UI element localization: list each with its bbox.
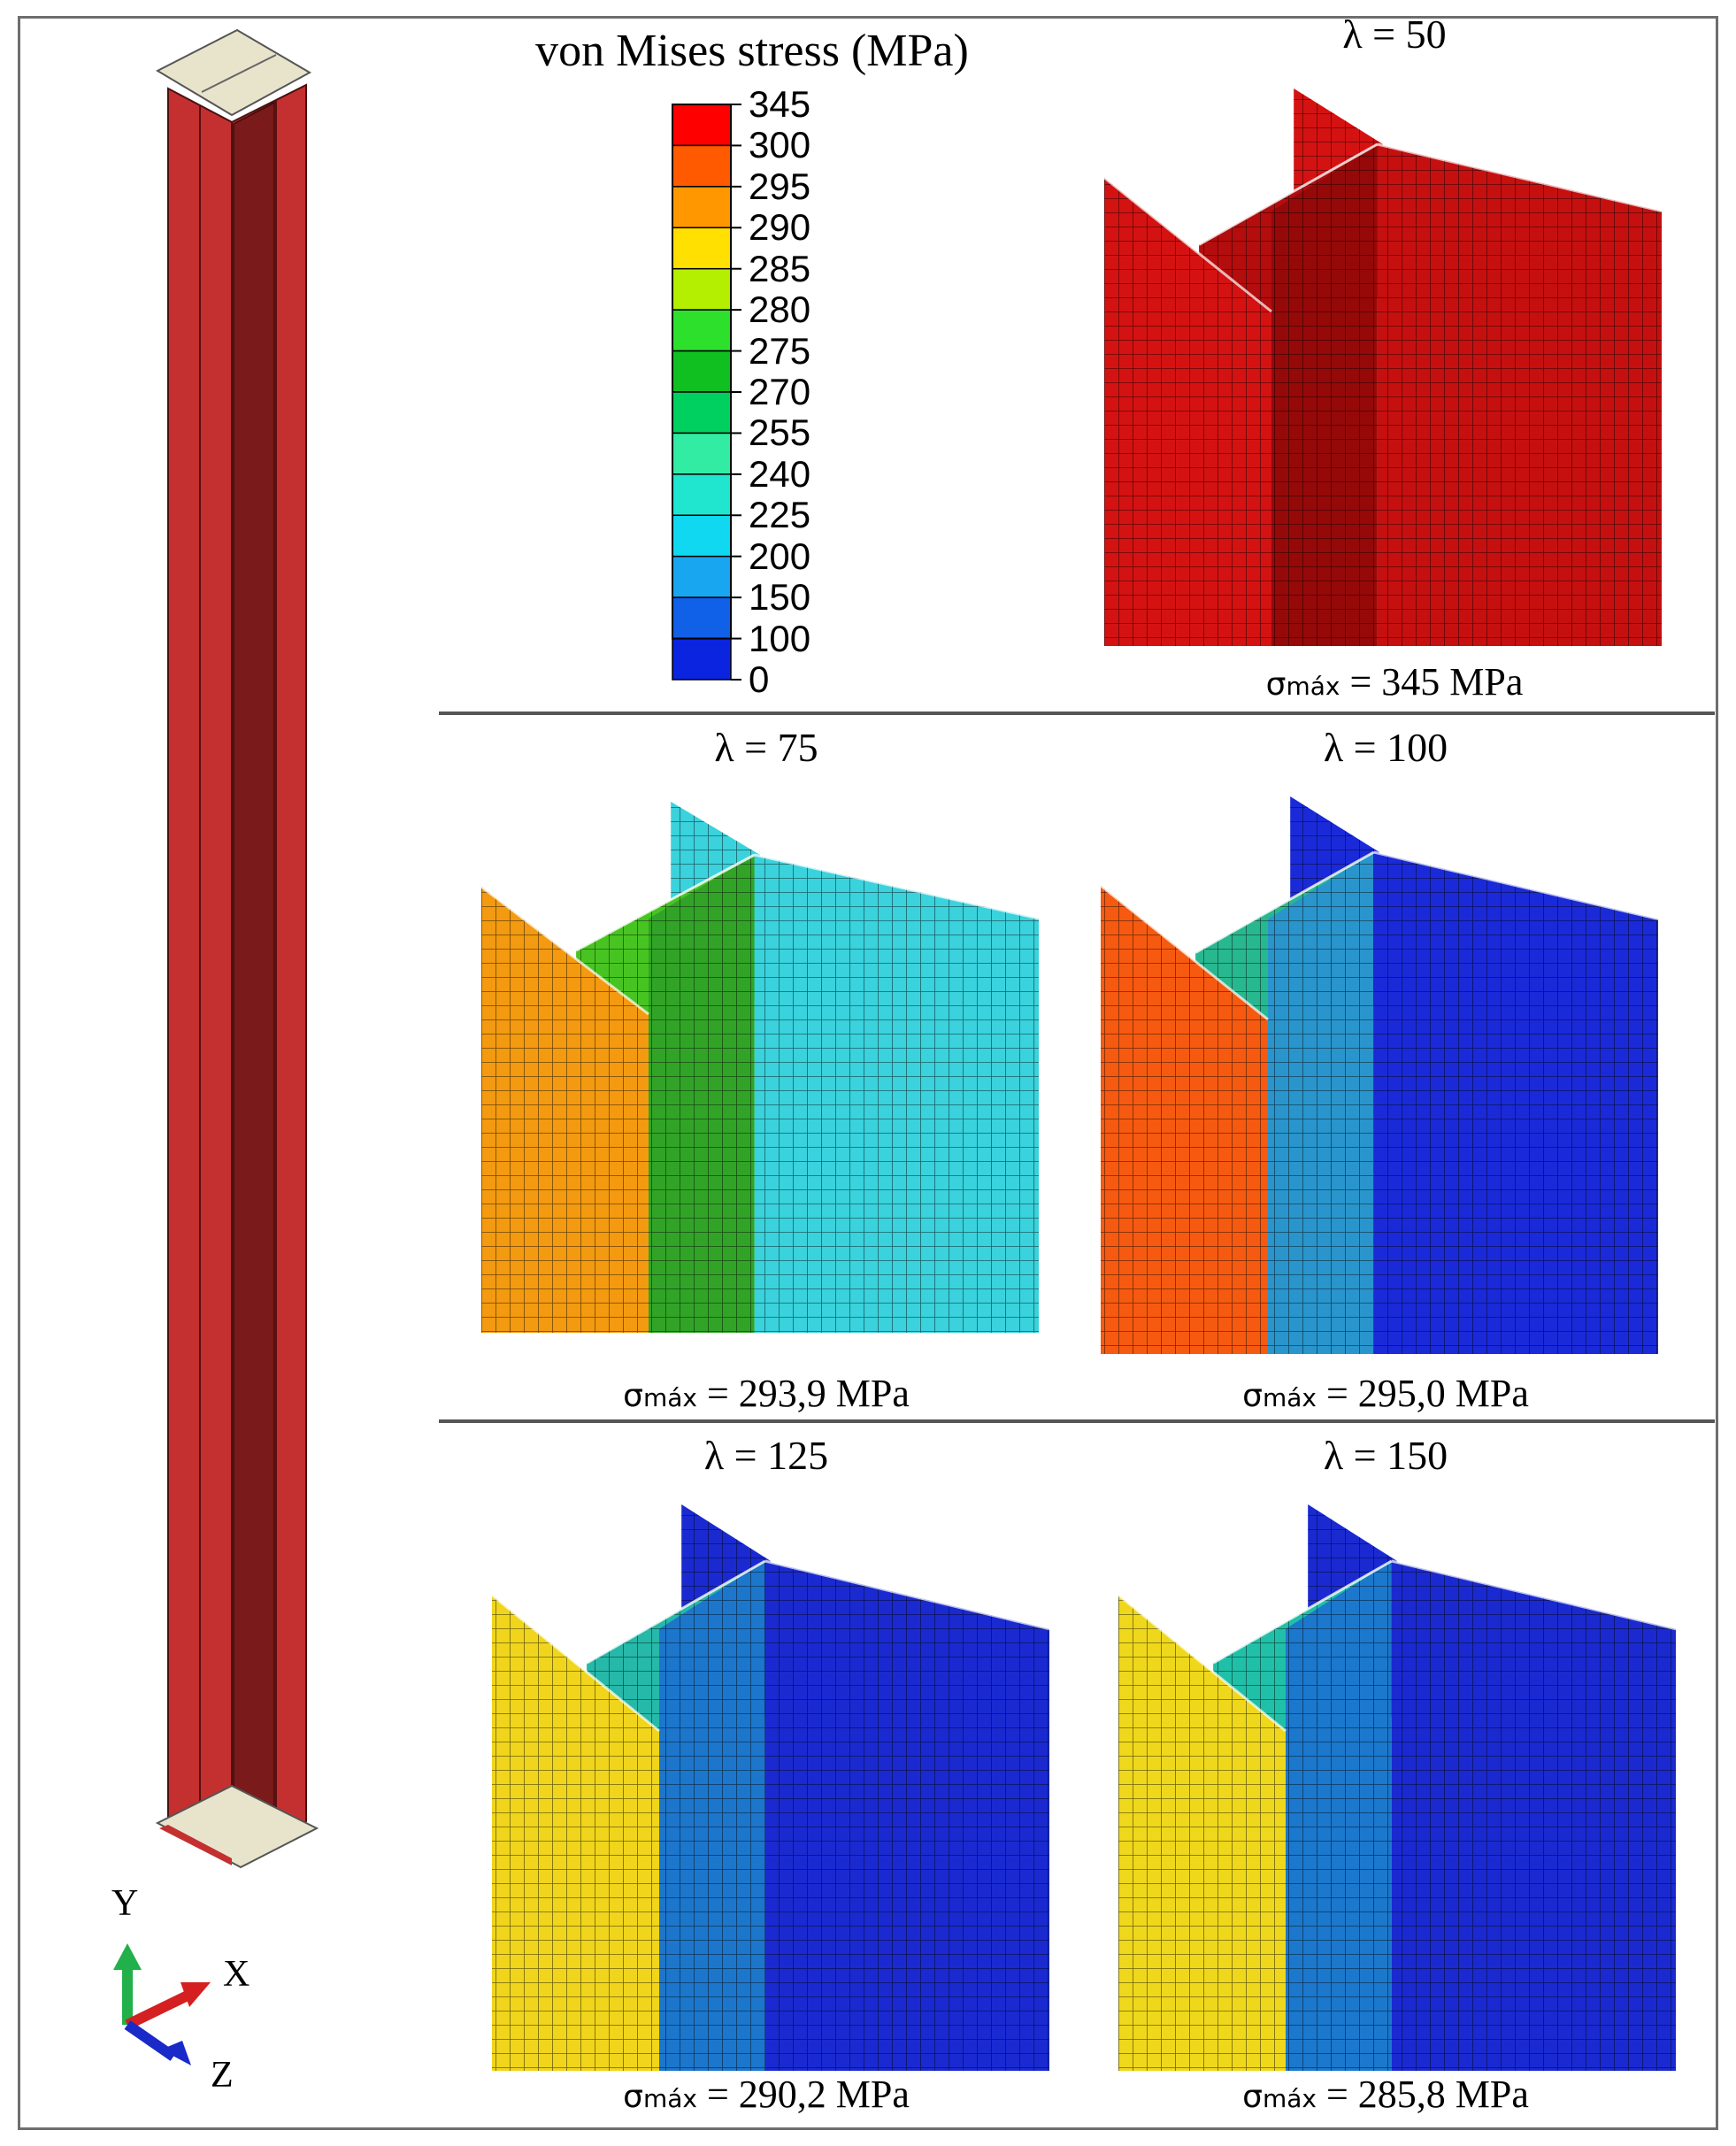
panel-max-stress-l75: σmáx = 293,9 MPa: [430, 1370, 1102, 1422]
legend-tick-label: 240: [749, 452, 811, 495]
sigma-value: = 290,2 MPa: [696, 2073, 910, 2116]
right-flange-top-edge: [1373, 850, 1659, 921]
panel-label-l100: λ = 100: [1323, 725, 1448, 770]
sigma-symbol: σ: [623, 2079, 643, 2115]
panel-max-stress-l100: σmáx = 295,0 MPa: [1049, 1370, 1722, 1422]
legend-swatch: [672, 309, 732, 352]
column-base-edge: [159, 1825, 232, 1865]
legend-tick-label: 300: [749, 124, 811, 166]
sigma-value: = 345 MPa: [1340, 660, 1524, 704]
right-flange-mesh: [754, 855, 1039, 1333]
sigma-subscript: máx: [1262, 2084, 1317, 2113]
panel-max-stress-l125: σmáx = 290,2 MPa: [430, 2071, 1102, 2123]
left-flange-top-edge: [491, 1594, 660, 1733]
stress-plot-l100: [1100, 796, 1659, 1354]
legend-border: [672, 104, 732, 640]
sigma-subscript: máx: [1262, 1383, 1317, 1412]
figure-frame: [18, 16, 1718, 2130]
legend-tick-label: 295: [749, 165, 811, 207]
sigma-value: = 295,0 MPa: [1316, 1372, 1529, 1415]
stress-plot-l125: [491, 1504, 1050, 2071]
sigma-value: = 285,8 MPa: [1316, 2073, 1529, 2116]
legend-tick-label: 290: [749, 206, 811, 249]
right-flange-top-edge: [1377, 142, 1663, 213]
legend-swatch: [672, 514, 732, 558]
column-top-flange-line: [201, 54, 277, 93]
legend-tick-label: 255: [749, 412, 811, 454]
web-top-edge: [586, 1559, 766, 1665]
stress-plot-l150: [1118, 1504, 1677, 2071]
legend-swatch: [672, 186, 732, 229]
legend-tick-label: 225: [749, 494, 811, 536]
triad-x-arrowhead: [181, 1982, 211, 2007]
left-flange-mesh: [1104, 177, 1271, 647]
panel-max-stress-l150: σmáx = 285,8 MPa: [1049, 2071, 1722, 2123]
sigma-symbol: σ: [1242, 2079, 1263, 2115]
triad-x-axis: [125, 1989, 192, 2030]
left-flange-mesh: [481, 887, 649, 1333]
sigma-symbol: σ: [623, 1378, 643, 1414]
left-flange-top-edge: [1118, 1594, 1287, 1733]
triad-z-arrowhead: [161, 2041, 191, 2065]
column-top-plate: [155, 28, 312, 117]
left-flange-mesh: [1101, 885, 1268, 1354]
legend-tick-label: 100: [749, 617, 811, 659]
web-top-edge: [1198, 142, 1379, 246]
left-flange-top-edge: [480, 885, 649, 1016]
web-top-edge: [1212, 1559, 1393, 1665]
sigma-symbol: σ: [1265, 666, 1287, 703]
axis-label-y: Y: [111, 1883, 139, 1924]
right-flange-mesh: [764, 1561, 1049, 2071]
right-flange-top-edge: [764, 1559, 1050, 1631]
panel-label-l75: λ = 75: [714, 725, 818, 770]
stress-plot-l75: [480, 802, 1040, 1333]
legend-tick-label: 0: [749, 658, 770, 700]
right-flange-top-edge: [1391, 1559, 1677, 1631]
row-divider-2: [439, 1419, 1715, 1423]
right-flange-mesh: [1391, 1561, 1676, 2071]
right-flange-top-edge: [754, 853, 1040, 920]
legend-tick-label: 345: [749, 83, 811, 125]
sigma-subscript: máx: [1286, 672, 1340, 701]
legend-tick-label: 150: [749, 576, 811, 619]
legend-tick-label: 275: [749, 329, 811, 372]
panel-label-l125: λ = 125: [703, 1433, 829, 1478]
legend-tick-label: 200: [749, 535, 811, 577]
legend-tick-label: 270: [749, 371, 811, 412]
panel-label-l50: λ = 50: [1342, 12, 1447, 57]
legend-title: von Mises stress (MPa): [535, 26, 969, 76]
legend-tick-label: 285: [749, 247, 811, 289]
left-flange-mesh: [1118, 1595, 1286, 2071]
web-top-edge: [1194, 850, 1375, 954]
panel-label-l150: λ = 150: [1323, 1433, 1448, 1478]
panel-max-stress-l50: σmáx = 345 MPa: [1058, 658, 1731, 711]
stress-plot-l50: [1103, 88, 1663, 647]
legend-swatch: [672, 144, 732, 188]
left-flange-top-edge: [1103, 176, 1272, 313]
axis-label-z: Z: [211, 2055, 234, 2096]
sigma-symbol: σ: [1242, 1378, 1263, 1414]
row-divider-1: [439, 711, 1715, 715]
axis-label-x: X: [223, 1954, 250, 1995]
right-flange-mesh: [1377, 144, 1662, 646]
sigma-value: = 293,9 MPa: [696, 1372, 910, 1415]
left-flange-top-edge: [1100, 884, 1269, 1021]
sigma-subscript: máx: [642, 2084, 697, 2113]
triad-y-arrowhead: [113, 1943, 142, 1970]
legend-swatch: [672, 637, 732, 681]
right-flange-mesh: [1373, 852, 1658, 1354]
left-flange-mesh: [492, 1595, 659, 2071]
legend-tick-label: 280: [749, 288, 811, 331]
web-top-edge: [575, 853, 756, 952]
sigma-subscript: máx: [642, 1383, 697, 1412]
